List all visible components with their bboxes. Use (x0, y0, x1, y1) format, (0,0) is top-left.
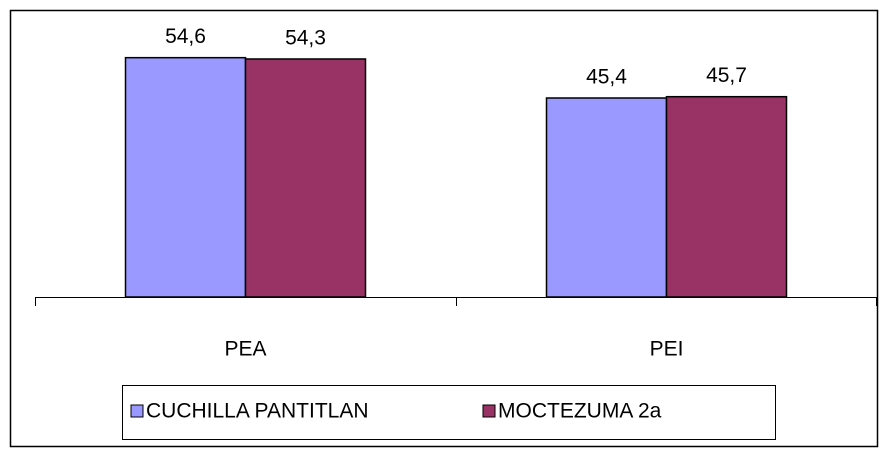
bar (124, 56, 247, 298)
legend-box (122, 385, 776, 440)
legend-label: CUCHILLA PANTITLAN (146, 400, 369, 423)
data-label: 54,6 (165, 25, 206, 48)
data-label: 54,3 (285, 27, 326, 50)
bar (244, 58, 367, 298)
data-label: 45,7 (706, 64, 747, 87)
legend-swatch (482, 404, 496, 418)
x-tick-label: PEI (650, 338, 684, 361)
legend-swatch (130, 404, 144, 418)
x-tick-label: PEA (224, 338, 266, 361)
legend-label: MOCTEZUMA 2a (498, 400, 662, 423)
bar (665, 95, 788, 298)
bar (545, 97, 668, 298)
data-label: 45,4 (586, 66, 627, 89)
